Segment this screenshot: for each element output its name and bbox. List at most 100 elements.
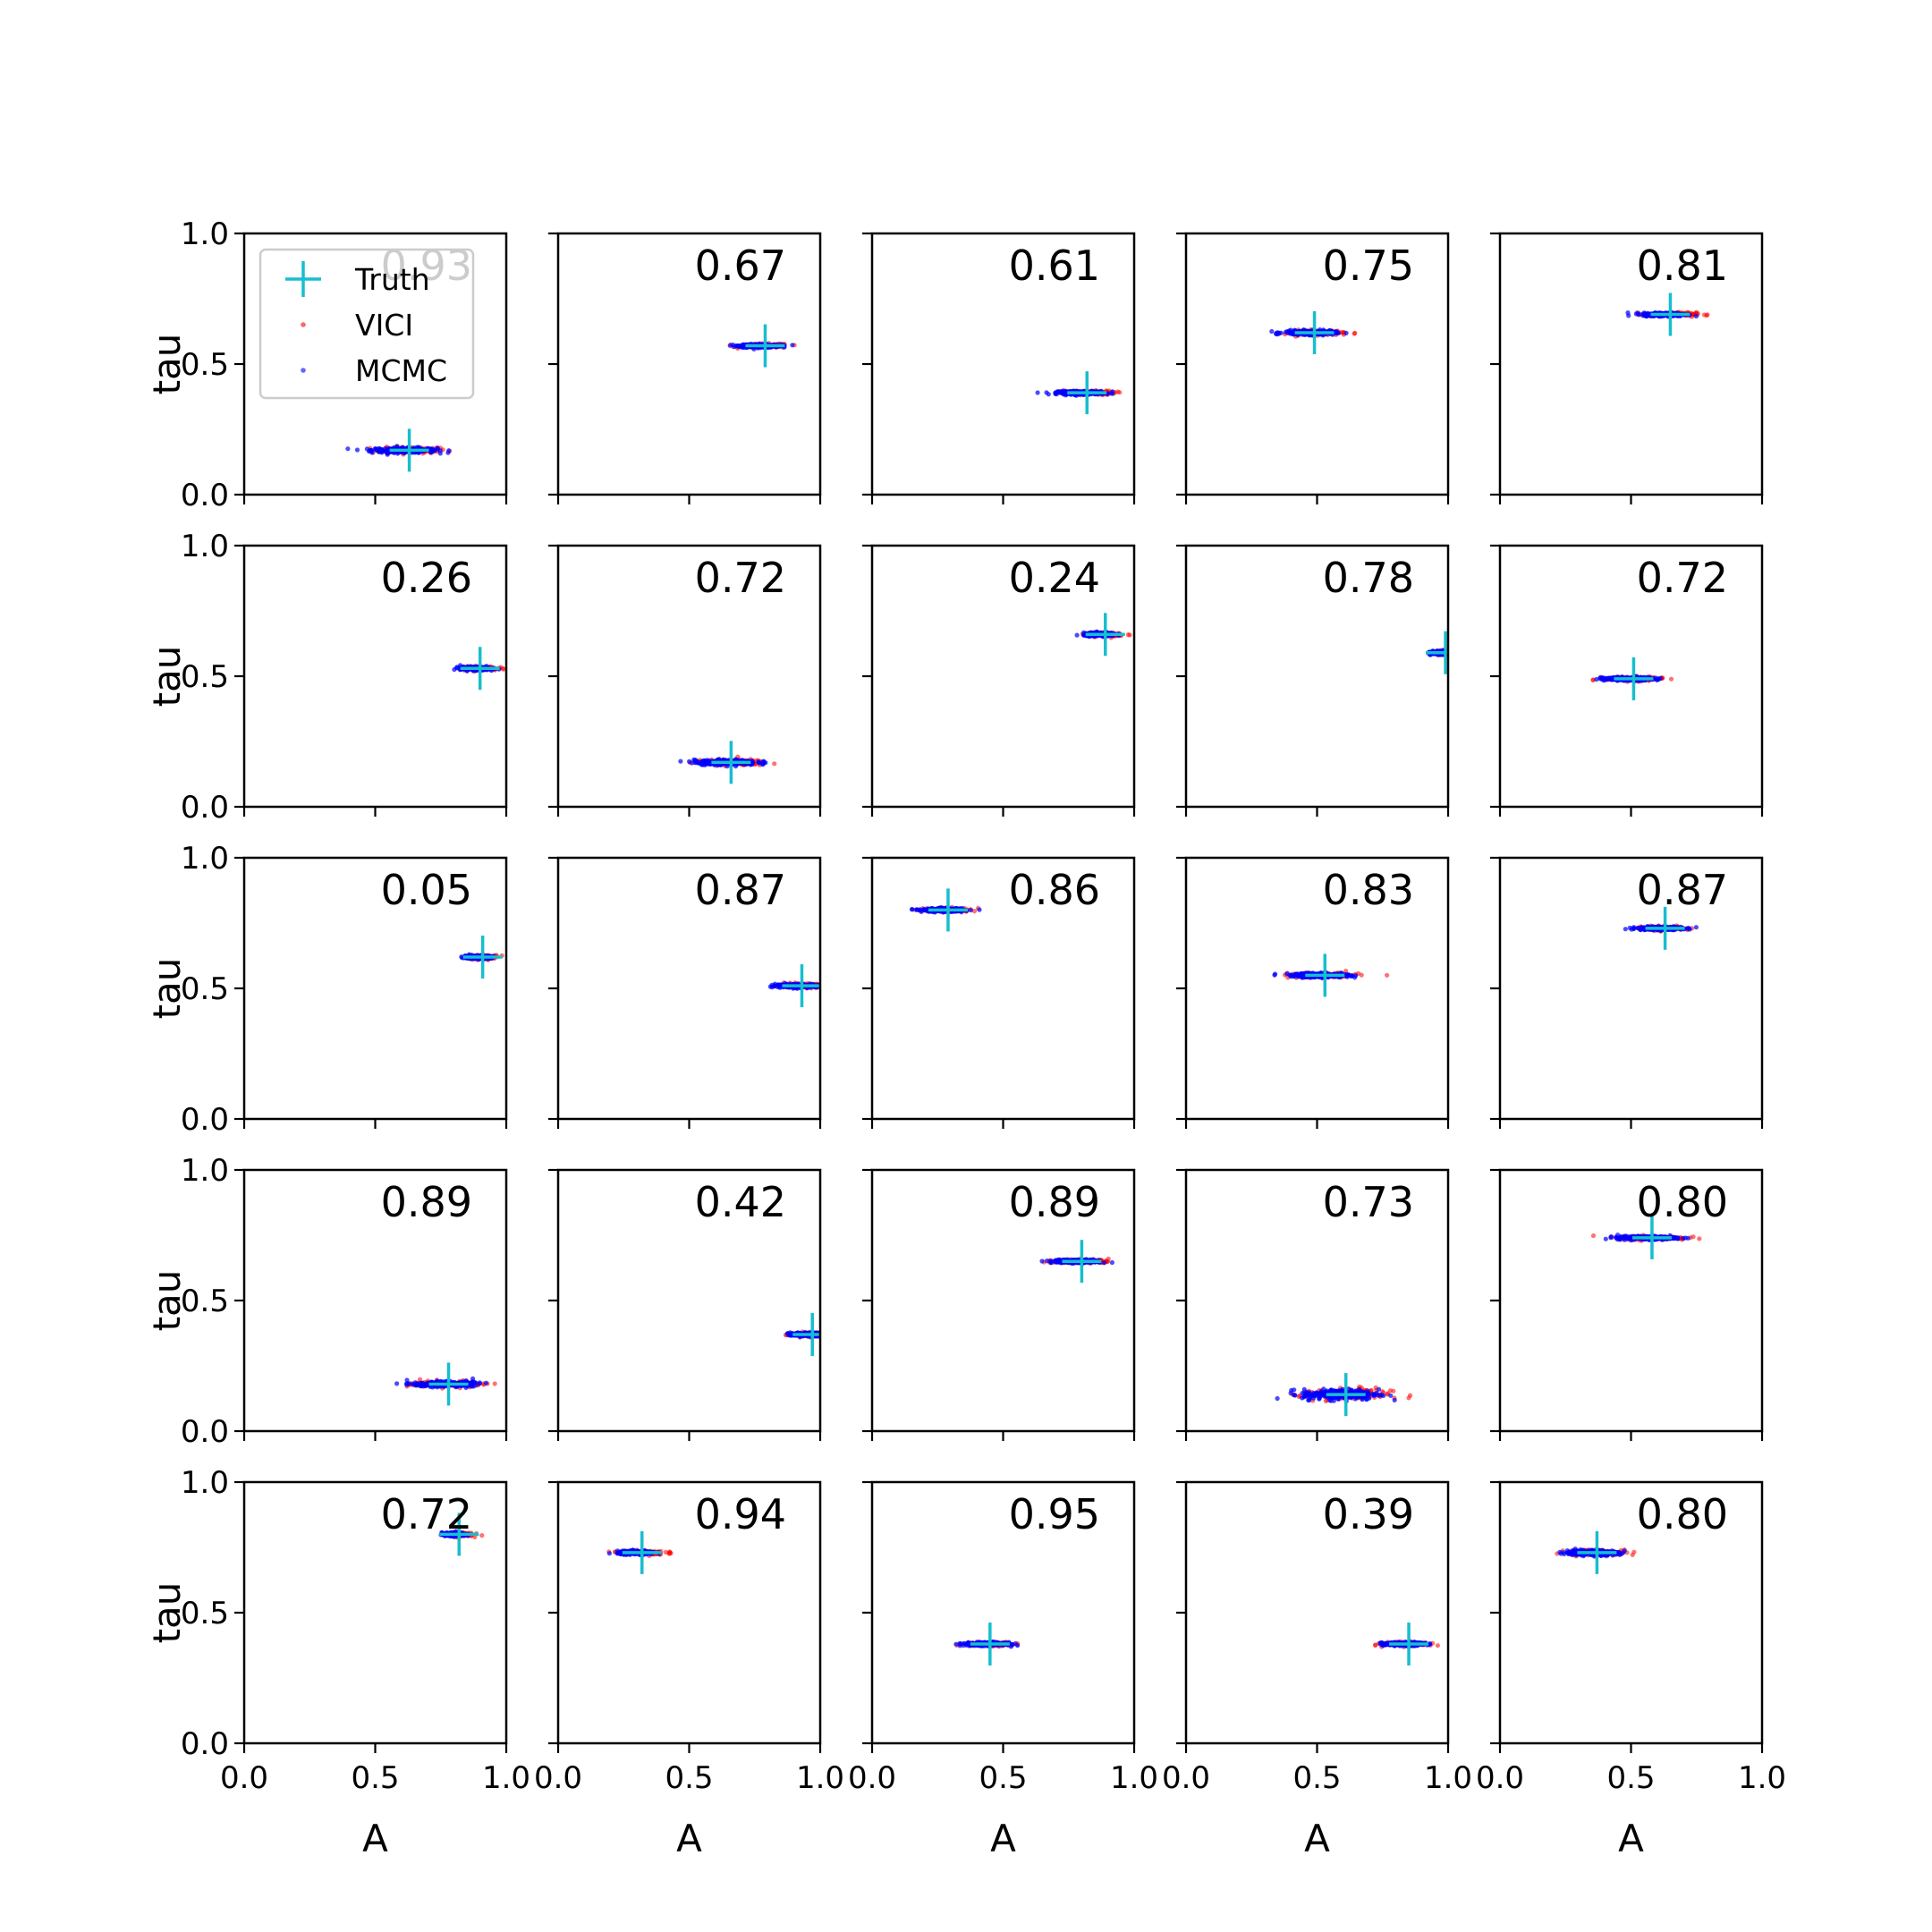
mcmc-sample: [345, 446, 351, 452]
mcmc-sample: [1656, 676, 1661, 682]
panel-3: 0.61: [862, 232, 1136, 504]
mcmc-sample: [692, 758, 698, 764]
vici-sample: [1453, 651, 1458, 656]
mcmc-sample: [1450, 651, 1454, 656]
panel-data: [767, 964, 829, 1008]
panel-data: [727, 324, 797, 368]
panel-data: [678, 741, 777, 784]
mcmc-sample: [368, 447, 373, 453]
mcmc-sample: [910, 907, 915, 912]
panel-7: 0.72: [548, 544, 822, 817]
mcmc-sample: [354, 447, 360, 453]
mcmc-sample: [383, 445, 388, 452]
vici-sample: [500, 665, 505, 671]
mcmc-sample: [968, 907, 973, 913]
panel-2: 0.67: [548, 232, 822, 504]
y-tick-label: 1.0: [181, 841, 229, 877]
panel-value-label: 0.61: [1009, 242, 1100, 290]
mcmc-sample: [1334, 331, 1339, 336]
panel-data: [1269, 310, 1358, 354]
y-axis-label: tau: [145, 646, 189, 708]
vici-sample: [1455, 648, 1460, 653]
vici-sample: [1449, 650, 1453, 655]
panel-data: [909, 888, 982, 932]
panel-8: 0.24: [862, 544, 1136, 817]
mcmc-sample: [1693, 313, 1699, 319]
mcmc-sample: [738, 344, 743, 350]
mcmc-sample: [1074, 632, 1080, 638]
y-tick-label: 0.0: [181, 790, 229, 826]
panel-data: [345, 428, 453, 472]
panel-4: 0.75: [1176, 232, 1450, 504]
mcmc-sample: [919, 909, 924, 914]
y-tick-label: 0.0: [181, 1102, 229, 1138]
vici-sample: [1449, 652, 1453, 657]
panel-12: 0.87: [548, 856, 829, 1129]
y-tick-label: 1.0: [181, 216, 229, 252]
vici-sample: [824, 985, 828, 989]
vici-sample: [1125, 631, 1131, 638]
mcmc-sample: [704, 761, 709, 767]
mcmc-sample: [1269, 328, 1275, 335]
mcmc-sample: [1449, 653, 1453, 657]
vici-sample: [1449, 650, 1453, 655]
vici-sample: [1459, 649, 1463, 654]
y-tick-label: 1.0: [181, 529, 229, 564]
vici-sample: [1115, 389, 1121, 394]
vici-sample: [1668, 676, 1674, 682]
mcmc-sample: [1457, 651, 1462, 656]
panel-13: 0.86: [862, 856, 1136, 1129]
vici-sample: [1460, 652, 1464, 657]
vici-sample: [821, 984, 826, 988]
vici-sample: [1701, 312, 1707, 318]
mcmc-sample: [378, 446, 385, 452]
panel-value-label: 0.24: [1009, 554, 1100, 602]
y-axis-label: tau: [145, 958, 189, 1020]
mcmc-sample: [1275, 332, 1280, 337]
mcmc-sample: [1343, 330, 1349, 335]
mcmc-sample: [767, 984, 773, 989]
panel-value-label: 0.72: [1637, 554, 1728, 602]
vici-sample: [1449, 650, 1453, 655]
mcmc-sample: [437, 451, 443, 456]
mcmc-sample: [1599, 677, 1605, 682]
mcmc-sample: [446, 448, 452, 453]
mcmc-sample: [430, 447, 436, 453]
vici-sample: [772, 761, 777, 767]
vici-sample: [824, 982, 828, 987]
panel-data: [1074, 613, 1132, 657]
vici-sample: [1455, 651, 1460, 656]
vici-sample: [1449, 651, 1453, 656]
mcmc-sample: [778, 983, 784, 988]
vici-sample: [1453, 651, 1457, 656]
vici-sample: [1453, 653, 1457, 657]
panel-9: 0.78: [1176, 544, 1464, 817]
panel-data: [1590, 657, 1674, 700]
vici-sample: [1450, 648, 1454, 653]
mcmc-sample: [1110, 391, 1115, 396]
mcmc-sample: [1609, 676, 1614, 682]
vici-sample: [1449, 651, 1453, 656]
mcmc-sample: [1046, 392, 1051, 397]
vici-sample: [1352, 331, 1357, 336]
vici-sample: [1453, 652, 1457, 657]
panel-5: 0.81: [1490, 232, 1764, 504]
mcmc-sample: [756, 759, 761, 765]
y-tick-label: 0.5: [181, 659, 229, 695]
mcmc-sample: [394, 444, 400, 449]
panel-value-label: 0.87: [695, 866, 786, 914]
vici-sample: [825, 984, 829, 988]
panel-value-label: 0.81: [1637, 242, 1728, 290]
vici-sample: [825, 985, 829, 989]
mcmc-sample: [687, 758, 692, 765]
mcmc-sample: [1633, 311, 1639, 317]
panel-value-label: 0.67: [695, 242, 786, 290]
y-tick-label: 0.0: [181, 478, 229, 513]
vici-sample: [1449, 650, 1453, 655]
panel-10: 0.72: [1490, 544, 1764, 817]
vici-sample: [1449, 649, 1453, 654]
vici-sample: [1450, 648, 1454, 653]
